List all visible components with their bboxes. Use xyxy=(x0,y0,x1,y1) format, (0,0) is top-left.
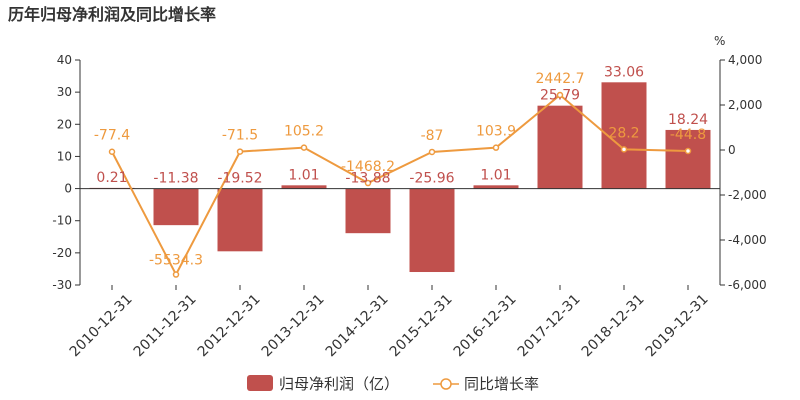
bar xyxy=(409,188,455,273)
growth-point xyxy=(364,179,372,187)
bar-labels: 0.21 -11.38 -19.52 1.01 -13.88 -25.96 1.01 25.7… xyxy=(96,64,708,186)
x-axis-tick-label: 2013-12-31 xyxy=(259,291,328,360)
legend-bar-swatch xyxy=(247,375,273,391)
bar xyxy=(217,188,263,252)
growth-data-label: -77.4 xyxy=(94,128,130,144)
growth-point xyxy=(172,271,180,278)
bar xyxy=(665,129,711,189)
growth-point xyxy=(556,91,564,99)
bar-data-label: -13.88 xyxy=(345,171,390,187)
left-axis-tick-label: -30 xyxy=(52,278,72,292)
growth-point xyxy=(620,146,628,153)
bar-data-label: -19.52 xyxy=(217,171,262,187)
x-axis-tick-label: 2011-12-31 xyxy=(131,291,200,360)
left-axis-tick-label: 20 xyxy=(57,117,72,131)
right-axis-unit: % xyxy=(714,34,725,48)
right-axis-tick-label: 0 xyxy=(728,143,736,157)
line-series xyxy=(108,91,692,278)
right-axis-tick-label: -2,000 xyxy=(728,188,767,202)
bar-data-label: -25.96 xyxy=(409,171,454,187)
bar-series xyxy=(89,82,711,273)
growth-point xyxy=(108,148,116,155)
legend-line-label: 同比增长率 xyxy=(464,375,539,393)
right-axis-tick-label: 2,000 xyxy=(728,98,762,112)
bar xyxy=(345,188,391,234)
left-axis: -30 -20 -10 0 10 20 30 40 xyxy=(52,53,81,292)
bar-data-label: 33.06 xyxy=(604,64,644,80)
bar-data-label: 1.01 xyxy=(480,167,511,183)
growth-line xyxy=(111,93,689,277)
growth-point xyxy=(684,147,692,155)
x-axis: 2010-12-312011-12-312012-12-312013-12-31… xyxy=(67,285,712,360)
right-axis-tick-label: 4,000 xyxy=(728,53,762,67)
growth-data-label: 2442.7 xyxy=(536,71,585,87)
bar xyxy=(537,105,583,189)
left-axis-tick-label: 30 xyxy=(57,85,72,99)
growth-data-label: 28.2 xyxy=(608,125,639,141)
growth-data-label: 103.9 xyxy=(476,124,516,140)
growth-data-label: 105.2 xyxy=(284,124,324,140)
left-axis-tick-label: -20 xyxy=(52,246,72,260)
x-axis-tick-label: 2010-12-31 xyxy=(67,291,136,360)
bar xyxy=(473,185,519,189)
growth-point xyxy=(492,144,500,151)
growth-point xyxy=(300,144,308,151)
left-axis-tick-label: 10 xyxy=(57,149,72,163)
growth-data-label: -1468.2 xyxy=(341,159,395,175)
chart-title: 历年归母净利润及同比增长率 xyxy=(8,5,216,24)
growth-data-label: -5534.3 xyxy=(149,253,203,269)
legend[interactable]: 归母净利润（亿） 同比增长率 xyxy=(247,375,539,393)
x-axis-tick-label: 2012-12-31 xyxy=(195,291,264,360)
x-axis-tick-label: 2019-12-31 xyxy=(643,291,712,360)
line-labels: -77.4 -5534.3 -71.5 105.2 -1468.2 -87 103.9 244… xyxy=(94,71,706,268)
bar-data-label: 0.21 xyxy=(96,170,127,186)
left-axis-tick-label: -10 xyxy=(52,214,72,228)
bar-data-label: -11.38 xyxy=(153,171,198,187)
left-axis-tick-label: 40 xyxy=(57,53,72,67)
x-axis-tick-label: 2016-12-31 xyxy=(451,291,520,360)
bar-data-label: 1.01 xyxy=(288,167,319,183)
bar xyxy=(281,185,327,189)
left-axis-tick-label: 0 xyxy=(64,182,72,196)
legend-bar-label: 归母净利润（亿） xyxy=(279,375,399,393)
x-axis-tick-label: 2018-12-31 xyxy=(579,291,648,360)
legend-line-marker xyxy=(440,378,452,390)
growth-point xyxy=(428,148,436,156)
bar-data-label: 25.79 xyxy=(540,88,580,104)
right-axis-tick-label: -4,000 xyxy=(728,233,767,247)
bar xyxy=(153,188,199,226)
x-axis-tick-label: 2015-12-31 xyxy=(387,291,456,360)
growth-point xyxy=(236,148,244,155)
right-axis: -6,000 -4,000 -2,000 0 2,000 4,000 xyxy=(719,53,767,292)
x-axis-tick-label: 2014-12-31 xyxy=(323,291,392,360)
bar-data-label: 18.24 xyxy=(668,112,708,128)
x-axis-tick-label: 2017-12-31 xyxy=(515,291,584,360)
growth-data-label: -87 xyxy=(421,128,444,144)
right-axis-tick-label: -6,000 xyxy=(728,278,767,292)
growth-data-label: -44.8 xyxy=(670,127,706,143)
growth-data-label: -71.5 xyxy=(222,128,258,144)
